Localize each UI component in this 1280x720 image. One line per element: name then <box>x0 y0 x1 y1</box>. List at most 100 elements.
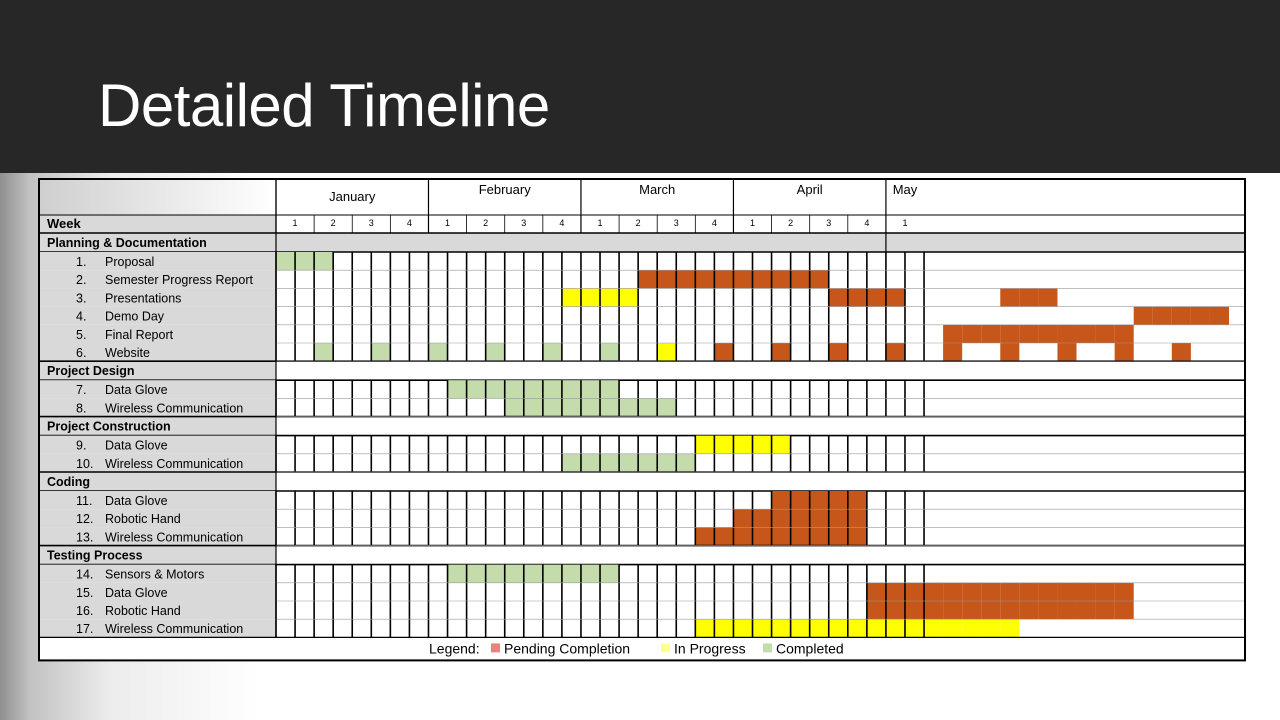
section-header: Coding <box>47 475 90 489</box>
task-bar-cell-in-progress <box>657 343 677 362</box>
section-header: Project Design <box>47 364 135 378</box>
task-bar-cell-pending <box>1038 288 1058 307</box>
task-bar-cell-pending <box>1019 288 1039 307</box>
task-label-cell <box>39 324 276 343</box>
week-number: 1 <box>445 218 450 228</box>
task-label-cell <box>39 564 276 583</box>
task-bar-cell-pending <box>1076 601 1096 620</box>
task-bar-cell-in-progress <box>847 619 867 638</box>
task-bar-cell-pending <box>809 527 829 546</box>
week-label-cell <box>39 215 276 233</box>
task-bar-cell-in-progress <box>771 435 791 454</box>
week-number: 4 <box>712 218 717 228</box>
task-bar-cell-completed <box>523 398 543 417</box>
task-label-cell <box>39 601 276 620</box>
task-bar-cell-completed <box>466 564 486 583</box>
task-bar-cell-pending <box>1000 343 1020 362</box>
task-bar-cell-completed <box>619 398 639 417</box>
task-bar-cell-pending <box>771 343 791 362</box>
month-header-january: January <box>329 189 376 204</box>
task-bar-cell-completed <box>580 453 601 472</box>
task-bar-cell-in-progress <box>943 619 963 638</box>
task-bar-cell-pending <box>714 270 734 289</box>
task-bar-cell-pending <box>1114 601 1134 620</box>
task-name: Wireless Communication <box>105 530 243 544</box>
task-bar-cell-in-progress <box>981 619 1001 638</box>
month-header-february: February <box>479 182 532 197</box>
task-bar-cell-in-progress <box>885 619 905 638</box>
task-bar-cell-pending <box>1152 306 1172 325</box>
task-number: 7. <box>76 383 86 397</box>
task-bar-cell-pending <box>981 601 1001 620</box>
task-number: 17. <box>76 622 93 636</box>
task-bar-cell-completed <box>314 343 334 362</box>
task-bar-cell-pending <box>885 582 905 601</box>
task-number: 8. <box>76 401 86 415</box>
task-name: Data Glove <box>105 586 168 600</box>
task-bar-cell-pending <box>771 491 791 510</box>
task-label-cell <box>39 398 276 417</box>
task-bar-cell-pending <box>981 324 1001 343</box>
task-label-cell <box>39 619 276 638</box>
section-header: Project Construction <box>47 420 171 434</box>
task-number: 15. <box>76 586 93 600</box>
task-bar-cell-completed <box>580 398 601 417</box>
task-bar-cell-pending <box>638 270 658 289</box>
task-bar-cell-pending <box>885 343 905 362</box>
task-bar-cell-completed <box>523 380 543 399</box>
task-bar-cell-completed <box>447 564 467 583</box>
legend-swatch-completed <box>763 643 772 653</box>
task-number: 13. <box>76 530 93 544</box>
task-bar-cell-pending <box>1209 306 1229 325</box>
section-label-cell <box>39 545 276 565</box>
task-bar-cell-pending <box>752 509 772 528</box>
task-bar-cell-pending <box>1114 324 1134 343</box>
task-name: Semester Progress Report <box>105 273 254 287</box>
task-number: 6. <box>76 346 86 360</box>
task-bar-cell-completed <box>600 398 620 417</box>
task-bar-cell-pending <box>771 270 791 289</box>
table-border <box>38 178 1246 662</box>
week-number: 1 <box>750 218 755 228</box>
task-bar-cell-in-progress <box>809 619 829 638</box>
task-bar-cell-completed <box>485 343 505 362</box>
task-bar-cell-in-progress <box>866 619 886 638</box>
task-bar-cell-pending <box>904 582 925 601</box>
task-number: 1. <box>76 255 86 269</box>
task-bar-cell-completed <box>561 564 581 583</box>
task-bar-cell-pending <box>1076 324 1096 343</box>
task-bar-cell-pending <box>1171 306 1191 325</box>
task-bar-cell-completed <box>485 564 505 583</box>
task-bar-cell-in-progress <box>619 288 639 307</box>
task-bar-cell-in-progress <box>695 435 715 454</box>
task-bar-cell-in-progress <box>733 619 753 638</box>
task-bar-cell-pending <box>1114 582 1134 601</box>
task-name: Presentations <box>105 291 181 305</box>
task-name: Demo Day <box>105 310 165 324</box>
task-bar-cell-in-progress <box>714 619 734 638</box>
task-bar-cell-in-progress <box>962 619 982 638</box>
task-bar-cell-pending <box>752 527 772 546</box>
section-label-cell <box>39 416 276 436</box>
task-bar-cell-pending <box>866 288 886 307</box>
section-label-cell <box>39 233 276 252</box>
task-name: Wireless Communication <box>105 401 243 415</box>
week-number: 2 <box>483 218 488 228</box>
task-bar-cell-pending <box>1133 306 1153 325</box>
task-bar-cell-pending <box>1076 582 1096 601</box>
task-bar-cell-pending <box>828 343 848 362</box>
task-bar-cell-pending <box>657 270 677 289</box>
task-bar-cell-pending <box>962 582 982 601</box>
section-label-cell <box>39 361 276 381</box>
legend-title: Legend: <box>429 640 480 656</box>
task-bar-cell-completed <box>276 252 296 271</box>
task-label-cell <box>39 380 276 399</box>
task-bar-cell-pending <box>828 509 848 528</box>
task-bar-cell-pending <box>809 509 829 528</box>
task-bar-cell-in-progress <box>600 288 620 307</box>
task-bar-cell-pending <box>981 582 1001 601</box>
week-number: 2 <box>331 218 336 228</box>
task-name: Wireless Communication <box>105 457 243 471</box>
task-bar-cell-completed <box>504 380 524 399</box>
